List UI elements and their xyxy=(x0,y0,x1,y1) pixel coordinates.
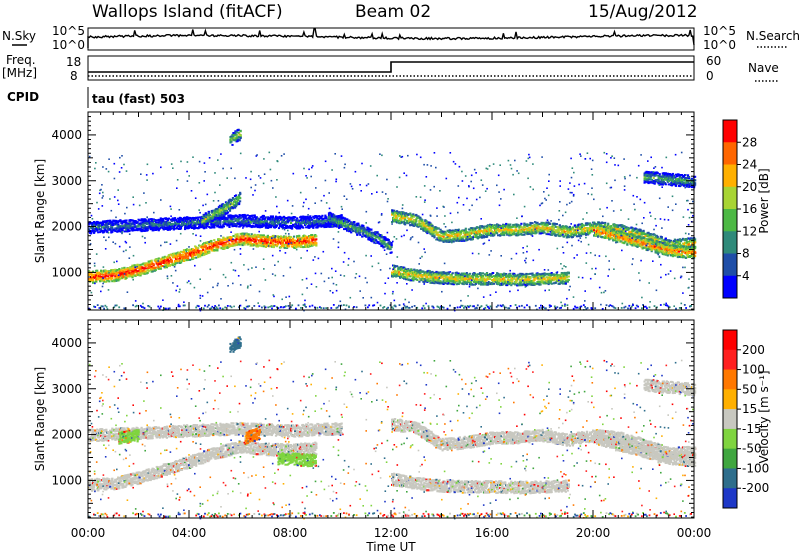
y-tick-label: 3000 xyxy=(51,174,82,188)
station-title: Wallops Island (fitACF) xyxy=(92,2,283,22)
colorbar-segment xyxy=(723,448,737,469)
x-tick-label: 04:00 xyxy=(172,526,207,540)
colorbar-tick-label: 100 xyxy=(742,363,765,377)
x-tick-label: 16:00 xyxy=(475,526,510,540)
power-data xyxy=(88,128,697,312)
velocity-ylabel: Slant Range [km] xyxy=(33,367,47,471)
colorbar-segment xyxy=(723,253,737,277)
date-title: 15/Aug/2012 xyxy=(588,2,698,22)
colorbar-tick-label: -100 xyxy=(742,461,769,475)
power-panel: 1000 2000 3000 4000 Slant Range [km] xyxy=(33,111,697,312)
freq-line xyxy=(88,61,694,73)
power-colorbar-label: Power [dB] xyxy=(757,168,771,233)
velocity-colorbar-label: Velocity [m s⁻¹] xyxy=(757,370,771,463)
noise-sky-line xyxy=(87,28,695,48)
colorbar-segment xyxy=(723,120,737,143)
colorbar-segment xyxy=(723,209,737,232)
colorbar-tick-label: -200 xyxy=(742,481,769,495)
x-tick-label: 20:00 xyxy=(576,526,611,540)
noise-tick-bottom-right: 10^0 xyxy=(703,38,736,52)
colorbar-segment xyxy=(723,428,737,450)
colorbar-segment xyxy=(723,275,737,299)
colorbar-segment xyxy=(723,409,737,430)
freq-tick-top: 18 xyxy=(66,55,81,69)
y-tick-label: 1000 xyxy=(51,265,82,279)
colorbar-segment xyxy=(723,186,737,210)
cpid-label: CPID xyxy=(7,90,39,104)
y-tick-label: 4000 xyxy=(51,128,82,142)
noise-tick-bottom-left: 10^0 xyxy=(52,38,85,52)
colorbar-segment xyxy=(723,488,737,509)
colorbar-tick-label: 15 xyxy=(742,402,757,416)
colorbar-segment xyxy=(723,349,737,371)
freq-tick-bottom: 8 xyxy=(70,69,78,83)
nave-label: Nave xyxy=(748,61,779,75)
power-colorbar: 4 8 12 16 20 24 28 xyxy=(722,119,757,299)
freq-label: Freq. xyxy=(6,53,36,67)
x-tick-label: 00:00 xyxy=(71,526,106,540)
colorbar-segment xyxy=(723,330,737,351)
x-tick-label: 08:00 xyxy=(273,526,308,540)
colorbar-segment xyxy=(723,389,737,410)
colorbar-segment xyxy=(723,369,737,390)
nave-tick-top: 60 xyxy=(706,54,721,68)
noise-panel: N.Sky 10^5 10^0 10^5 10^0 N.Search xyxy=(2,24,800,52)
colorbar-tick-label: -15 xyxy=(742,422,762,436)
colorbar-tick-label: 12 xyxy=(742,224,757,238)
nsearch-label: N.Search xyxy=(746,29,800,43)
colorbar-tick-label: 8 xyxy=(742,247,750,261)
colorbar-tick-label: 20 xyxy=(742,180,757,194)
colorbar-segment xyxy=(723,468,737,489)
velocity-panel: 1000 2000 3000 4000 Slant Range [km] xyxy=(33,319,697,520)
nave-tick-bottom: 0 xyxy=(706,69,714,83)
cpid-value: tau (fast) 503 xyxy=(92,92,185,106)
power-ylabel: Slant Range [km] xyxy=(33,159,47,263)
y-tick-label: 1000 xyxy=(51,473,82,487)
freq-unit-label: [MHz] xyxy=(2,66,37,80)
colorbar-segment xyxy=(723,142,737,165)
y-tick-label: 4000 xyxy=(51,336,82,350)
velocity-data xyxy=(88,336,697,520)
y-tick-label: 3000 xyxy=(51,382,82,396)
colorbar-tick-label: -50 xyxy=(742,442,762,456)
beam-title: Beam 02 xyxy=(355,2,431,22)
colorbar-tick-label: 50 xyxy=(742,382,757,396)
noise-tick-top-left: 10^5 xyxy=(52,24,85,38)
nsky-label: N.Sky xyxy=(2,29,36,43)
x-axis-label: Time UT xyxy=(365,540,416,554)
noise-tick-top-right: 10^5 xyxy=(703,24,736,38)
y-tick-label: 2000 xyxy=(51,428,82,442)
colorbar-tick-label: 4 xyxy=(742,269,750,283)
x-tick-label: 00:00 xyxy=(677,526,712,540)
colorbar-tick-label: 200 xyxy=(742,343,765,357)
x-tick-labels: 00:00 04:00 08:00 12:00 16:00 20:00 00:00 xyxy=(71,526,712,540)
x-tick-label: 12:00 xyxy=(374,526,409,540)
y-tick-label: 2000 xyxy=(51,220,82,234)
freq-panel: Freq. [MHz] 18 8 60 0 Nave xyxy=(2,53,779,83)
colorbar-segment xyxy=(723,164,737,188)
colorbar-segment xyxy=(723,231,737,254)
velocity-colorbar: 200 100 50 15 -15 -50 -100 -200 xyxy=(722,329,769,509)
colorbar-tick-label: 24 xyxy=(742,158,757,172)
colorbar-tick-label: 28 xyxy=(742,135,757,149)
colorbar-tick-label: 16 xyxy=(742,202,757,216)
